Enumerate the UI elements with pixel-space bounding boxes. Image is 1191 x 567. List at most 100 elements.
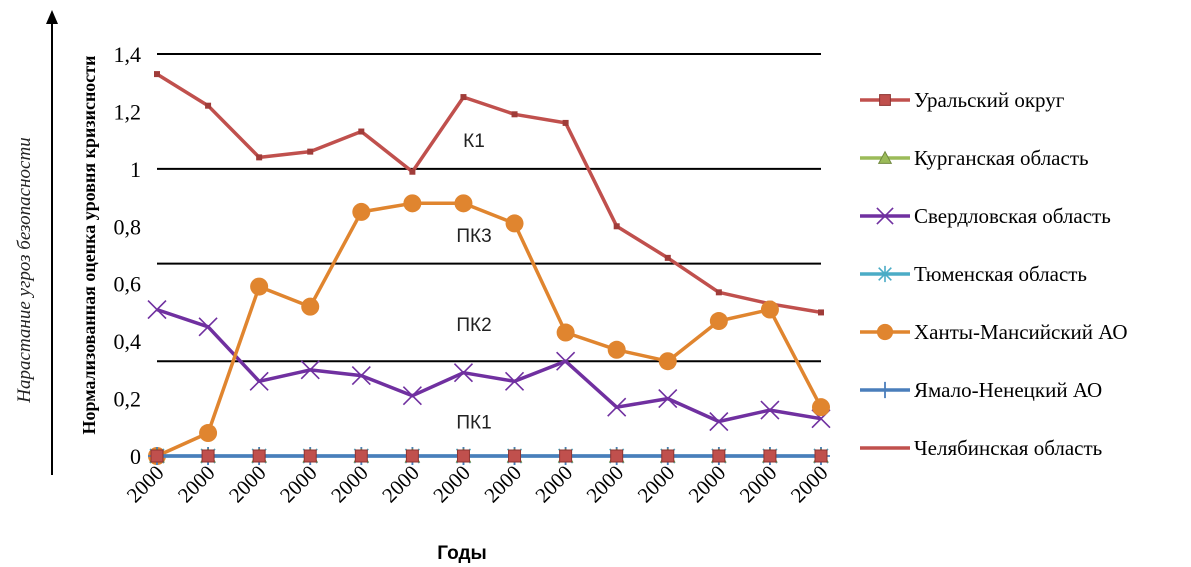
data-point <box>607 397 627 417</box>
data-point <box>454 194 473 213</box>
series-line <box>156 307 822 424</box>
data-point <box>205 102 212 109</box>
legend: Уральский округ Курганская область Свердло… <box>860 88 1128 460</box>
data-point <box>556 351 576 371</box>
data-point <box>354 449 368 463</box>
data-point <box>198 317 218 337</box>
data-point <box>760 400 780 420</box>
y-tick-label: 1 <box>130 157 141 182</box>
legend-item: Ханты-Мансийский АО <box>860 320 1128 344</box>
x-tick-label: 2000 <box>530 461 577 508</box>
legend-marker <box>878 265 892 283</box>
x-tick-label: 2000 <box>326 461 373 508</box>
arrow-head <box>46 10 58 24</box>
series-6 <box>154 71 824 316</box>
data-point <box>812 398 830 417</box>
y-tick-label: 0 <box>130 444 141 469</box>
x-tick-label: 2000 <box>786 461 833 508</box>
data-point <box>505 214 524 233</box>
legend-label: Уральский округ <box>914 88 1065 112</box>
data-point <box>559 449 573 463</box>
data-point <box>307 148 314 155</box>
legend-label: Курганская область <box>914 146 1089 170</box>
x-tick-label: 2000 <box>275 461 322 508</box>
series-2 <box>147 299 831 432</box>
legend-label: Тюменская область <box>914 262 1087 286</box>
data-point <box>709 312 728 331</box>
data-point <box>763 449 777 463</box>
legend-label: Свердловская область <box>914 204 1111 228</box>
y-tick-label: 0,8 <box>114 214 142 239</box>
threat-arrow <box>46 10 58 475</box>
zone-label: К1 <box>463 131 485 152</box>
y-tick-label: 0,6 <box>114 272 142 297</box>
data-point <box>760 300 779 319</box>
y-tick-label: 0,4 <box>114 329 142 354</box>
data-point <box>456 449 470 463</box>
x-tick-label: 2000 <box>173 461 220 508</box>
series-4 <box>148 194 830 465</box>
data-point <box>814 449 828 463</box>
data-point <box>709 411 729 432</box>
zone-label: ПК2 <box>456 315 491 336</box>
data-point <box>664 254 671 261</box>
data-point <box>658 389 678 409</box>
data-point <box>818 309 824 316</box>
data-point <box>409 168 416 175</box>
data-point <box>504 371 525 391</box>
data-point <box>562 119 569 126</box>
data-point <box>658 352 677 371</box>
data-point <box>303 449 317 463</box>
series-line <box>156 72 822 315</box>
data-point <box>300 360 320 380</box>
series-5 <box>148 447 830 465</box>
x-tick-label: 2000 <box>122 461 169 508</box>
data-point <box>352 202 371 221</box>
legend-marker <box>879 94 891 106</box>
legend-marker <box>877 150 893 164</box>
y-tick-label: 0,2 <box>114 387 142 412</box>
data-point <box>150 449 164 463</box>
data-point <box>607 340 626 359</box>
data-point <box>301 297 320 316</box>
legend-marker <box>876 381 894 399</box>
legend-label: Ямало-Ненецкий АО <box>914 378 1102 402</box>
data-point <box>252 449 266 463</box>
zone-label: ПК1 <box>456 413 491 434</box>
data-point <box>556 323 575 342</box>
legend-label: Ханты-Мансийский АО <box>914 320 1128 344</box>
data-point <box>508 449 522 463</box>
data-point <box>613 223 620 230</box>
data-point <box>249 371 269 391</box>
series-0 <box>150 449 828 463</box>
data-point <box>201 449 215 463</box>
data-point <box>511 111 518 118</box>
data-point <box>199 424 218 443</box>
side-label: Нарастание угроз безопасности <box>14 137 35 403</box>
legend-item: Челябинская область <box>860 436 1102 460</box>
x-tick-label: 2000 <box>428 461 475 508</box>
x-tick-label: 2000 <box>377 461 424 508</box>
legend-marker <box>876 323 894 341</box>
data-point <box>661 449 675 463</box>
data-point <box>453 363 474 383</box>
data-point <box>712 449 726 463</box>
legend-item: Уральский округ <box>860 88 1065 112</box>
data-point <box>460 94 467 101</box>
zone-label: ПК3 <box>456 226 491 247</box>
plot-series <box>147 71 831 465</box>
zone-labels: К1 ПК3 ПК2 ПК1 <box>456 131 491 433</box>
legend-item: Курганская область <box>860 146 1089 170</box>
data-point <box>351 366 371 386</box>
data-point <box>154 71 160 78</box>
zone-lines <box>157 53 821 363</box>
x-tick-label: 2000 <box>582 461 629 508</box>
data-point <box>715 289 722 296</box>
x-ticks: 2000 2000 2000 2000 2000 2000 2000 2000 2000 2000… <box>122 461 833 508</box>
legend-marker <box>876 207 894 225</box>
x-tick-label: 2000 <box>684 461 731 508</box>
data-point <box>250 277 269 296</box>
y-ticks: 0 0,2 0,4 0,6 0,8 1 1,2 1,4 <box>114 42 142 469</box>
data-point <box>405 449 419 463</box>
